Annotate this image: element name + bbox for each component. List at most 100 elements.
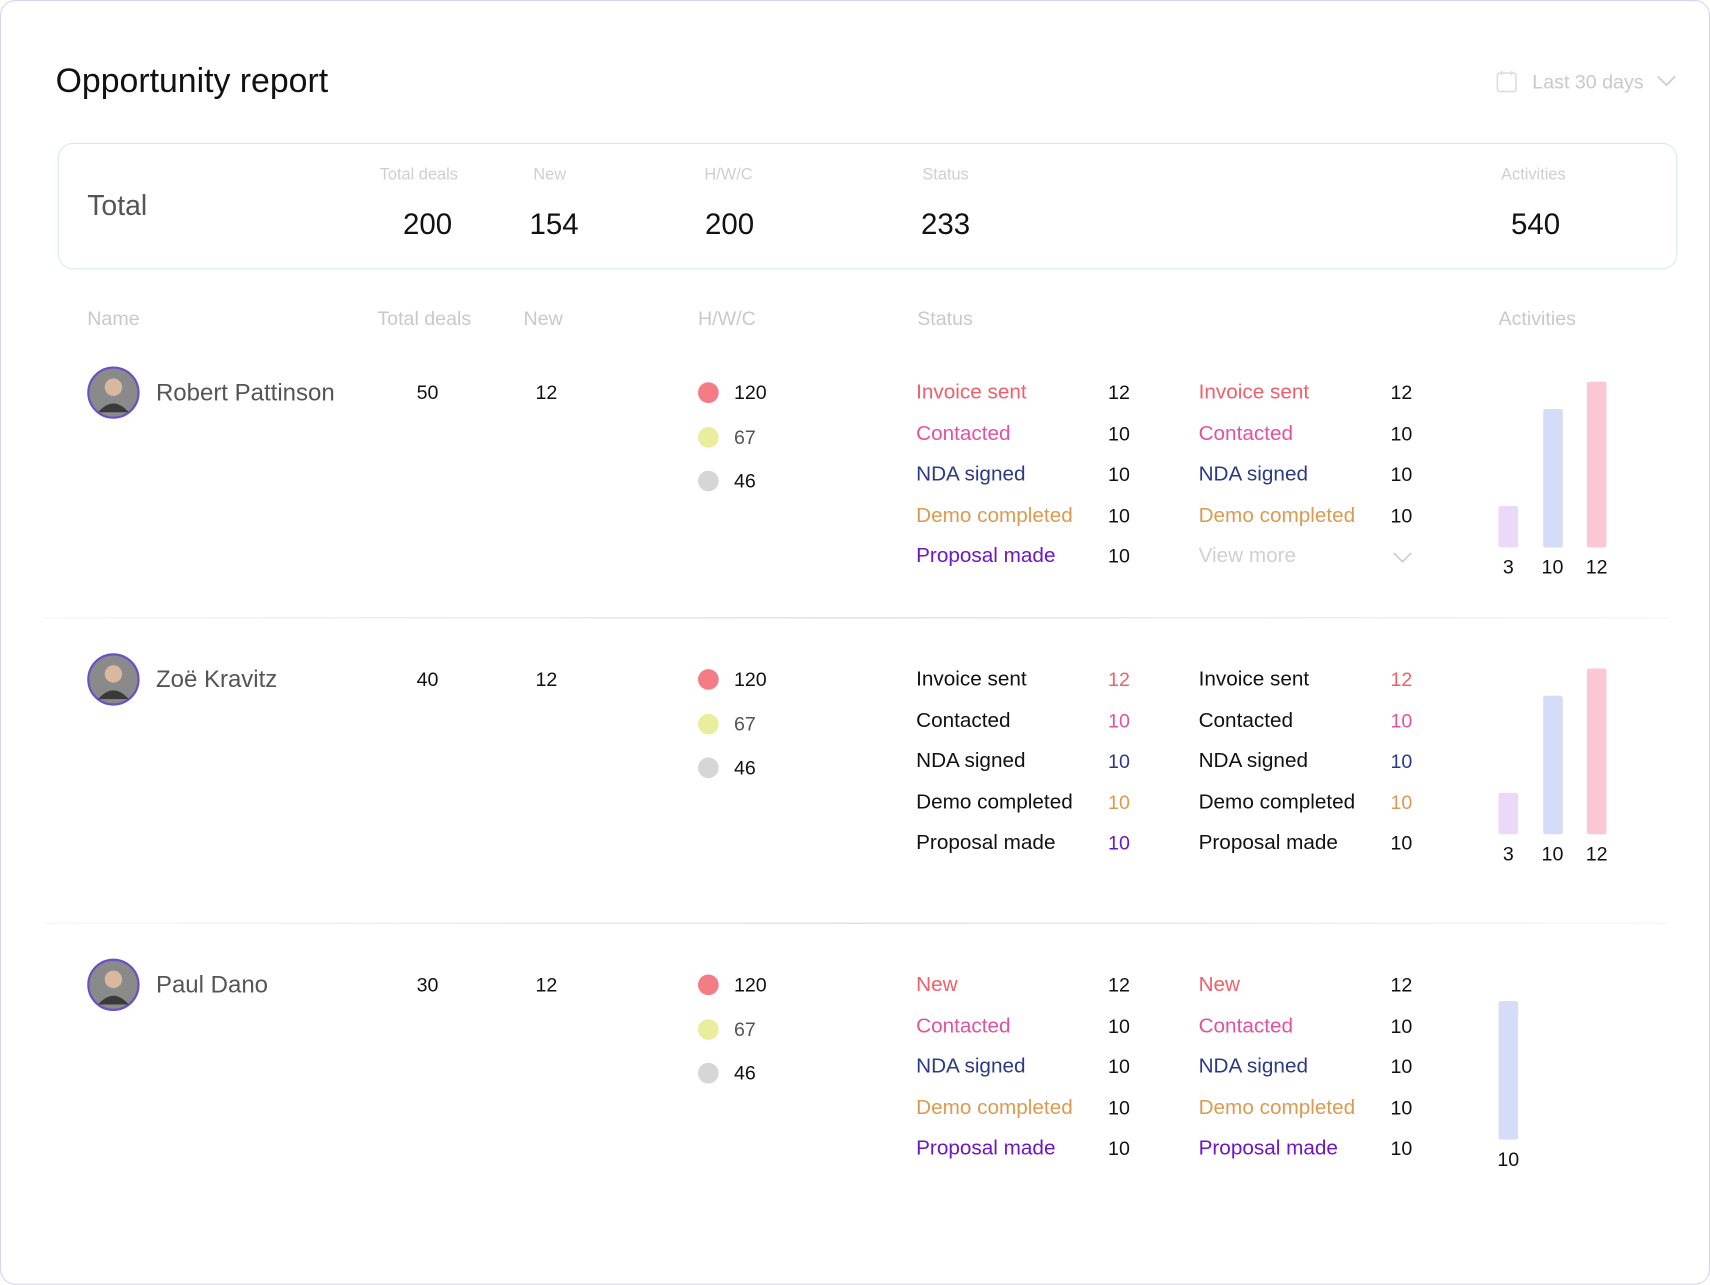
hwc-dot	[697, 669, 719, 690]
hwc-dot	[697, 713, 719, 734]
status-label: Demo completed	[916, 1096, 1073, 1120]
status-value: 10	[1390, 422, 1413, 445]
status-label: Contacted	[916, 1014, 1011, 1038]
status-label: Proposal made	[916, 1137, 1056, 1161]
totals-column-value: 233	[920, 207, 971, 241]
status-value: 12	[1390, 381, 1413, 404]
status-label: Contacted	[1198, 422, 1294, 446]
totals-column-label: Activities	[1501, 165, 1566, 184]
person-name: Paul Dano	[155, 970, 269, 998]
activity-bar	[1498, 1001, 1519, 1140]
status-value: 10	[1108, 1055, 1130, 1078]
status-value: 12	[1108, 668, 1130, 691]
status-value: 10	[1108, 1096, 1130, 1119]
hwc-value: 120	[733, 381, 767, 404]
calendar-icon	[1496, 70, 1517, 93]
status-label: NDA signed	[1198, 749, 1309, 773]
activity-bar	[1586, 668, 1607, 835]
totals-card	[57, 142, 1678, 270]
totals-column-label: Status	[922, 165, 969, 184]
status-value: 12	[1108, 381, 1130, 404]
status-value: 10	[1390, 1014, 1413, 1037]
hwc-value: 67	[733, 1018, 756, 1040]
activity-bar	[1542, 695, 1563, 835]
view-more[interactable]: View more	[1198, 545, 1297, 569]
totals-column-value: 200	[705, 207, 755, 241]
hwc-value: 120	[733, 973, 767, 996]
status-label: NDA signed	[916, 1055, 1026, 1079]
activity-value: 3	[1502, 843, 1514, 865]
status-value: 10	[1108, 422, 1130, 445]
new-deals: 12	[535, 973, 558, 996]
status-label: Proposal made	[916, 545, 1056, 569]
avatar	[87, 958, 140, 1011]
hwc-dot	[697, 382, 719, 403]
status-value: 10	[1108, 1014, 1130, 1037]
column-header: Activities	[1498, 307, 1576, 330]
status-label: Invoice sent	[1198, 667, 1310, 691]
status-label: Demo completed	[916, 504, 1073, 528]
new-deals: 12	[535, 668, 558, 691]
status-value: 12	[1390, 668, 1413, 691]
new-deals: 12	[535, 381, 558, 404]
avatar	[87, 366, 140, 419]
dropdown-chevron[interactable]	[1656, 73, 1678, 88]
activity-bar	[1498, 505, 1519, 548]
hwc-dot	[697, 426, 719, 448]
status-label: Invoice sent	[916, 667, 1027, 691]
view-more-chevron[interactable]	[1392, 551, 1414, 564]
hwc-dot	[697, 1062, 719, 1084]
title: Opportunity report	[55, 61, 329, 100]
hwc-dot	[697, 974, 719, 996]
status-value: 10	[1108, 750, 1130, 773]
activity-bar	[1542, 408, 1563, 548]
status-label: NDA signed	[1198, 463, 1309, 487]
status-value: 10	[1390, 832, 1413, 855]
activity-bar	[1586, 381, 1607, 548]
column-header: Status	[917, 307, 973, 330]
activity-value: 3	[1502, 556, 1514, 579]
status-value: 12	[1108, 973, 1130, 996]
activity-value: 10	[1541, 556, 1564, 579]
totals-label: Total	[87, 188, 148, 222]
hwc-value: 120	[733, 668, 767, 691]
column-header: New	[523, 307, 563, 330]
total-deals: 30	[416, 973, 439, 996]
hwc-dot	[697, 757, 719, 779]
status-value: 10	[1108, 1137, 1130, 1160]
status-value: 10	[1108, 463, 1130, 486]
hwc-value: 67	[733, 425, 756, 448]
status-label: Demo completed	[916, 791, 1073, 814]
person-name: Robert Pattinson	[155, 378, 335, 406]
status-value: 10	[1108, 504, 1130, 527]
date-range[interactable]: Last 30 days	[1532, 70, 1644, 93]
person-name: Zoë Kravitz	[155, 665, 278, 693]
hwc-value: 46	[733, 756, 756, 779]
status-value: 10	[1390, 1055, 1413, 1078]
status-label: Contacted	[916, 422, 1011, 446]
status-label: New	[1198, 973, 1241, 997]
status-label: Demo completed	[1198, 1096, 1356, 1120]
avatar	[87, 653, 140, 706]
activity-value: 10	[1497, 1148, 1520, 1171]
column-header: Total deals	[377, 307, 472, 330]
status-label: Contacted	[1198, 1014, 1294, 1038]
activity-value: 10	[1541, 843, 1564, 865]
status-label: Demo completed	[1198, 791, 1356, 814]
status-value: 10	[1108, 791, 1130, 814]
status-value: 12	[1390, 973, 1413, 996]
status-label: Contacted	[916, 708, 1011, 732]
activity-bar	[1498, 792, 1519, 835]
status-label: Proposal made	[916, 832, 1056, 855]
activity-value: 12	[1585, 843, 1608, 865]
status-value: 10	[1108, 832, 1130, 855]
status-label: Proposal made	[1198, 1137, 1338, 1161]
status-value: 10	[1390, 1137, 1413, 1160]
status-label: Invoice sent	[1198, 381, 1310, 405]
totals-column-value: 154	[529, 207, 579, 241]
status-label: NDA signed	[916, 749, 1026, 773]
row-separator	[43, 922, 1669, 924]
